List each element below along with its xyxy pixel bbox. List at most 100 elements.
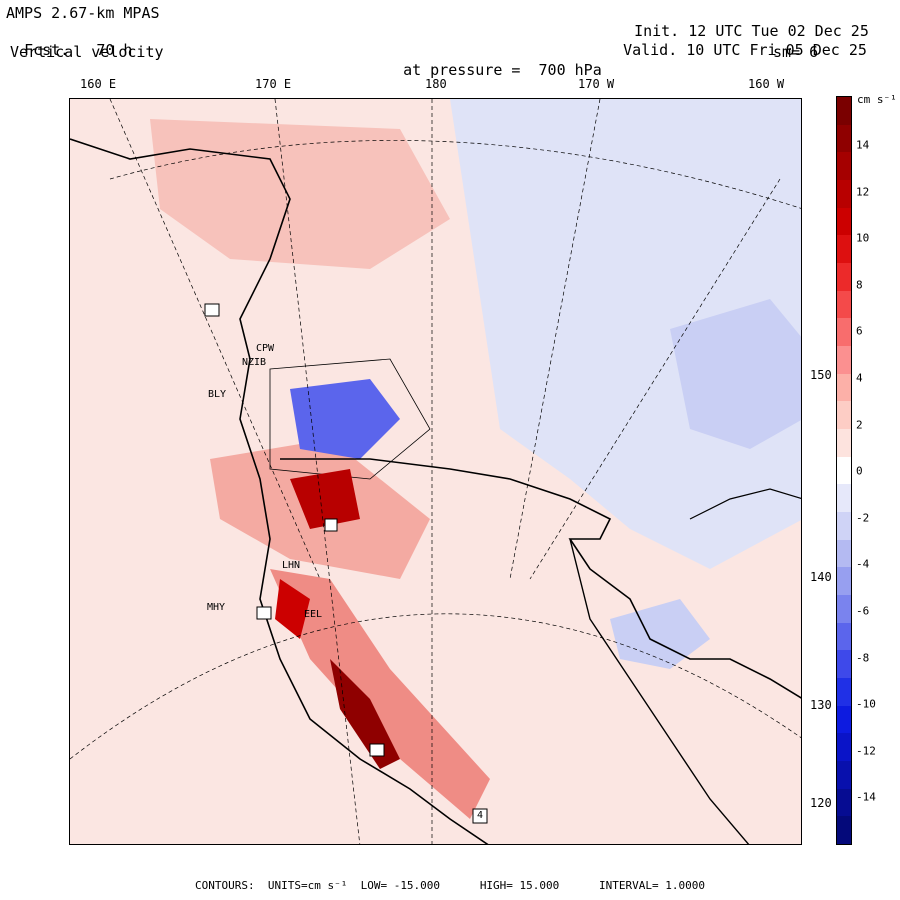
- colorbar-tick-label: -4: [856, 557, 870, 571]
- colorbar-segment: [837, 567, 851, 596]
- colorbar-segment: [837, 788, 851, 817]
- pressure-level: at pressure = 700 hPa: [385, 43, 602, 79]
- contours-units: UNITS=cm s⁻¹: [267, 879, 348, 892]
- velocity-map: CPW NZIB BLY LHN MHY EEL 4: [69, 98, 802, 845]
- graticule-meridian-170w: [509, 99, 601, 580]
- valid-label: Valid.: [623, 41, 678, 59]
- negative-region-central-outer: [269, 358, 431, 480]
- colorbar-unit: cm s⁻¹: [857, 93, 897, 106]
- colorbar-segment: [837, 235, 851, 264]
- colorbar-tick-label: 2: [856, 418, 863, 432]
- contours-interval: INTERVAL= 1.0000: [599, 879, 706, 892]
- colorbar-tick-label: 14: [856, 138, 870, 152]
- contour-info: CONTOURS: UNITS=cm s⁻¹ LOW= -15.000 HIGH…: [0, 879, 900, 892]
- forecast-hour: Fcst. 70 h: [6, 23, 132, 59]
- graticule-parallel-1: [109, 140, 801, 209]
- negative-region-central: [290, 379, 400, 459]
- colorbar-segment: [837, 180, 851, 209]
- fcst-value: 70 h: [96, 41, 133, 59]
- colorbar-segment: [837, 346, 851, 375]
- station-marker-2: [256, 606, 272, 620]
- init-label: Init.: [634, 22, 680, 40]
- colorbar-segment: [837, 512, 851, 541]
- colorbar-segment: [837, 373, 851, 402]
- fcst-label: Fcst.: [24, 41, 70, 59]
- valid-value: 10 UTC Fri 05 Dec 25: [686, 41, 867, 59]
- station-marker-5: [472, 808, 488, 824]
- smoothing: sm= 6: [773, 43, 819, 61]
- lon-label-160e: 160 E: [80, 77, 117, 91]
- colorbar-segment: [837, 733, 851, 762]
- positive-core-2: [275, 579, 310, 639]
- station-label-bly: BLY: [208, 389, 227, 400]
- station-marker-1: [204, 303, 220, 317]
- station-label-cpw: CPW: [256, 343, 275, 354]
- coastline-east: [689, 488, 801, 520]
- positive-core-1: [290, 469, 360, 529]
- station-label-4: 4: [477, 810, 484, 821]
- graticule-meridian-170e: [274, 99, 361, 844]
- colorbar-tick-label: 8: [856, 278, 863, 292]
- station-marker-4: [324, 518, 338, 532]
- contours-low: LOW= -15.000: [360, 879, 441, 892]
- contours-label: CONTOURS:: [194, 879, 255, 892]
- coastline-west: [70, 138, 489, 844]
- colorbar-segment: [837, 401, 851, 430]
- colorbar-segment: [837, 456, 851, 485]
- colorbar-segment: [837, 263, 851, 292]
- colorbar: [836, 96, 852, 845]
- colorbar-segment: [837, 484, 851, 513]
- colorbar-segment: [837, 539, 851, 568]
- coastline-inland: [569, 538, 750, 844]
- field-name: Vertical velocity: [10, 43, 164, 61]
- colorbar-tick-label: -10: [856, 697, 876, 711]
- colorbar-segment: [837, 97, 851, 126]
- colorbar-tick-label: -14: [856, 790, 876, 804]
- colorbar-segment: [837, 650, 851, 679]
- valid-time: Valid. 10 UTC Fri 05 Dec 25: [605, 23, 867, 59]
- colorbar-tick-label: 10: [856, 231, 870, 245]
- init-time: Init. 12 UTC Tue 02 Dec 25: [616, 4, 869, 40]
- positive-core-3: [330, 659, 400, 769]
- lon-label-170e: 170 E: [255, 77, 292, 91]
- lon-label-160w: 160 W: [748, 77, 785, 91]
- map-canvas: [70, 99, 801, 844]
- colorbar-tick-label: -2: [856, 511, 870, 525]
- pressure-value: 700 hPa: [538, 61, 602, 79]
- colorbar-segment: [837, 318, 851, 347]
- colorbar-tick-label: 0: [856, 464, 863, 478]
- colorbar-segment: [837, 816, 851, 845]
- station-label-mhy: MHY: [207, 602, 226, 613]
- colorbar-tick-label: -6: [856, 604, 870, 618]
- model-title: AMPS 2.67-km MPAS: [6, 4, 160, 22]
- colorbar-segment: [837, 622, 851, 651]
- station-label-eel: EEL: [304, 609, 323, 620]
- colorbar-segment: [837, 152, 851, 181]
- colorbar-tick-label: 12: [856, 185, 870, 199]
- init-value: 12 UTC Tue 02 Dec 25: [688, 22, 869, 40]
- colorbar-tick-label: -12: [856, 744, 876, 758]
- colorbar-segment: [837, 290, 851, 319]
- colorbar-segment: [837, 595, 851, 624]
- colorbar-segment: [837, 207, 851, 236]
- lon-label-180: 180: [425, 77, 447, 91]
- positive-region-north: [150, 119, 450, 269]
- colorbar-segment: [837, 429, 851, 458]
- station-label-lhn: LHN: [282, 560, 301, 571]
- positive-band-south: [270, 569, 490, 819]
- colorbar-segment: [837, 124, 851, 153]
- pressure-label: at pressure =: [403, 61, 521, 79]
- colorbar-segment: [837, 761, 851, 790]
- negative-patch-2: [610, 599, 710, 669]
- graticule-meridian-160e: [109, 99, 321, 580]
- station-label-nzib: NZIB: [242, 357, 267, 368]
- colorbar-segment: [837, 705, 851, 734]
- graticule-meridian-160w: [529, 178, 781, 580]
- negative-region-east: [450, 99, 801, 569]
- colorbar-segment: [837, 678, 851, 707]
- lon-label-170w: 170 W: [578, 77, 615, 91]
- contours-high: HIGH= 15.000: [479, 879, 560, 892]
- station-marker-3: [369, 743, 385, 757]
- colorbar-tick-label: 4: [856, 371, 863, 385]
- colorbar-tick-label: -8: [856, 651, 870, 665]
